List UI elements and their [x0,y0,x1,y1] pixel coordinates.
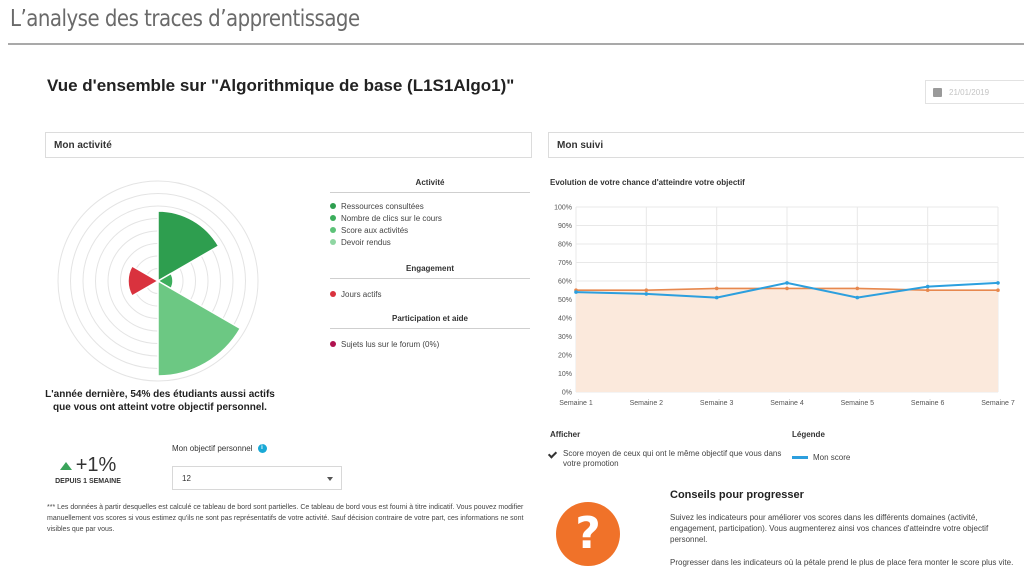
legend-item: Nombre de clics sur le cours [330,212,530,224]
y-tick-label: 10% [558,371,572,378]
legend-dot-icon [330,203,336,209]
polar-slice [157,210,220,283]
progress-line-chart: 0% 10% 20% 30% 40% 50% 60% 70% 80% 90% 100% Semaine… [554,205,1015,408]
y-tick-label: 90% [558,223,572,230]
suivi-panel-header: Mon suivi [548,132,1024,158]
legend-section-title: Activité [330,176,530,193]
data-point [714,286,719,291]
advice-paragraph: Progresser dans les indicateurs où la pé… [670,558,1014,567]
arrow-up-icon [59,461,72,470]
legend-line-icon [792,456,808,459]
legend-dot-icon [330,227,336,233]
data-point [714,295,719,300]
y-tick-label: 20% [558,353,572,360]
legend-item: Score aux activités [330,224,530,236]
legende-title: Légende [792,430,825,439]
data-point [855,286,860,291]
legend-dot-icon [330,291,336,297]
x-tick-label: Semaine 3 [700,400,734,407]
legend-section-title: Engagement [330,262,530,279]
data-point [996,281,1000,285]
data-point [925,288,930,292]
average-area [576,288,998,392]
advice-text: Suivez les indicateurs pour améliorer vo… [670,512,1015,580]
date-picker[interactable]: 21/01/2019 [925,80,1024,104]
date-value[interactable]: 21/01/2019 [949,87,990,97]
data-point [855,295,860,300]
radar-slices [127,210,242,377]
legend-item: Sujets lus sur le forum (0%) [330,338,530,350]
info-icon[interactable]: i [257,444,267,453]
data-point [785,286,789,291]
data-point [574,290,578,294]
chart-labels: 0% 10% 20% 30% 40% 50% 60% 70% 80% 90% 100% Semaine… [554,205,1015,408]
activity-panel-header: Mon activité [45,132,532,158]
activity-polar-chart [57,180,259,382]
chart-area [576,288,998,392]
x-tick-label: Semaine 6 [911,400,945,407]
legend-section-title: Participation et aide [330,312,530,329]
question-mark-icon: ? [556,502,620,566]
footnote: *** Les données à partir desquelles est … [47,504,524,533]
x-tick-label: Semaine 7 [981,400,1015,407]
calendar-icon[interactable] [933,87,942,97]
objective-label: Mon objectif personnel i [172,444,267,453]
x-tick-label: Semaine 5 [841,400,875,407]
data-point [996,288,1000,292]
y-tick-label: 70% [558,260,572,267]
x-tick-label: Semaine 1 [559,400,593,407]
x-tick-label: Semaine 4 [770,400,804,407]
trend-label: DEPUIS 1 SEMAINE [55,478,121,485]
data-point [785,281,789,285]
data-point [644,288,649,292]
y-tick-label: 40% [558,316,572,323]
x-tick-label: Semaine 2 [630,400,664,407]
chevron-down-icon[interactable] [327,477,333,481]
activity-legend: Activité Ressources consultées Nombre de… [330,176,530,350]
polar-slice [127,264,160,298]
y-tick-label: 60% [558,279,572,286]
y-tick-label: 0% [562,390,572,397]
legend-dot-icon [330,215,336,221]
legend-dot-icon [330,341,336,347]
chart-lines [574,281,1000,300]
legende-label: Mon score [813,453,851,462]
show-average-option[interactable]: Score moyen de ceux qui ont le même obje… [548,449,788,469]
legende-item: Mon score [792,453,850,462]
show-average-label[interactable]: Score moyen de ceux qui ont le même obje… [563,449,782,468]
legend-item: Devoir rendus [330,236,530,248]
advice-paragraph: Suivez les indicateurs pour améliorer vo… [670,513,989,544]
slide-title-rule [8,43,1024,45]
advice-title: Conseils pour progresser [670,489,804,501]
polar-slice [157,279,242,377]
objective-select[interactable]: 12 [172,466,342,490]
legend-item: Ressources consultées [330,200,530,212]
radar-caption: L'année dernière, 54% des étudiants auss… [45,389,275,413]
afficher-title: Afficher [550,430,581,439]
legend-dot-icon [330,239,336,245]
y-tick-label: 50% [558,297,572,304]
data-point [644,292,649,296]
trend-value: +1% [75,454,117,476]
data-point [925,284,930,289]
trend-indicator: +1% DEPUIS 1 SEMAINE [48,454,128,485]
y-tick-label: 80% [558,242,572,249]
page-heading: Vue d'ensemble sur "Algorithmique de bas… [47,76,515,95]
slide-title: L’analyse des traces d’apprentissage [10,6,360,32]
legend-item: Jours actifs [330,288,530,300]
y-tick-label: 30% [558,334,572,341]
y-tick-label: 100% [554,205,572,212]
line-chart-title: Evolution de votre chance d'atteindre vo… [550,178,745,187]
checkbox-checked-icon[interactable] [548,450,557,459]
